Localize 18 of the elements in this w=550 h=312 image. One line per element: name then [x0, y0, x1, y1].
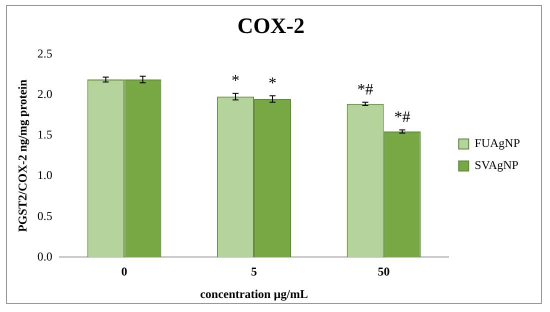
y-tick-label: 2.0 — [37, 87, 52, 102]
annotation: * — [268, 74, 277, 92]
annotation: * — [232, 72, 240, 90]
legend-label: FUAgNP — [474, 136, 520, 150]
x-axis-title: concentration µg/mL — [200, 286, 308, 301]
annotation: *# — [394, 108, 410, 126]
y-axis-title: PGST2/COX-2 ng/mg protein — [15, 79, 30, 232]
x-tick-label: 0 — [121, 264, 128, 278]
legend-label: SVAgNP — [474, 158, 519, 172]
y-tick-label: 1.5 — [37, 128, 52, 142]
y-tick-label: 0.5 — [37, 208, 52, 223]
y-tick-label: 1.0 — [37, 168, 52, 182]
x-tick-label: 5 — [251, 264, 258, 278]
y-tick-label: 0.0 — [37, 249, 52, 264]
chart-title: COX-2 — [237, 12, 305, 38]
annotation: *# — [357, 81, 374, 98]
x-tick-label: 50 — [378, 264, 390, 278]
y-tick-label: 2.5 — [37, 46, 52, 61]
